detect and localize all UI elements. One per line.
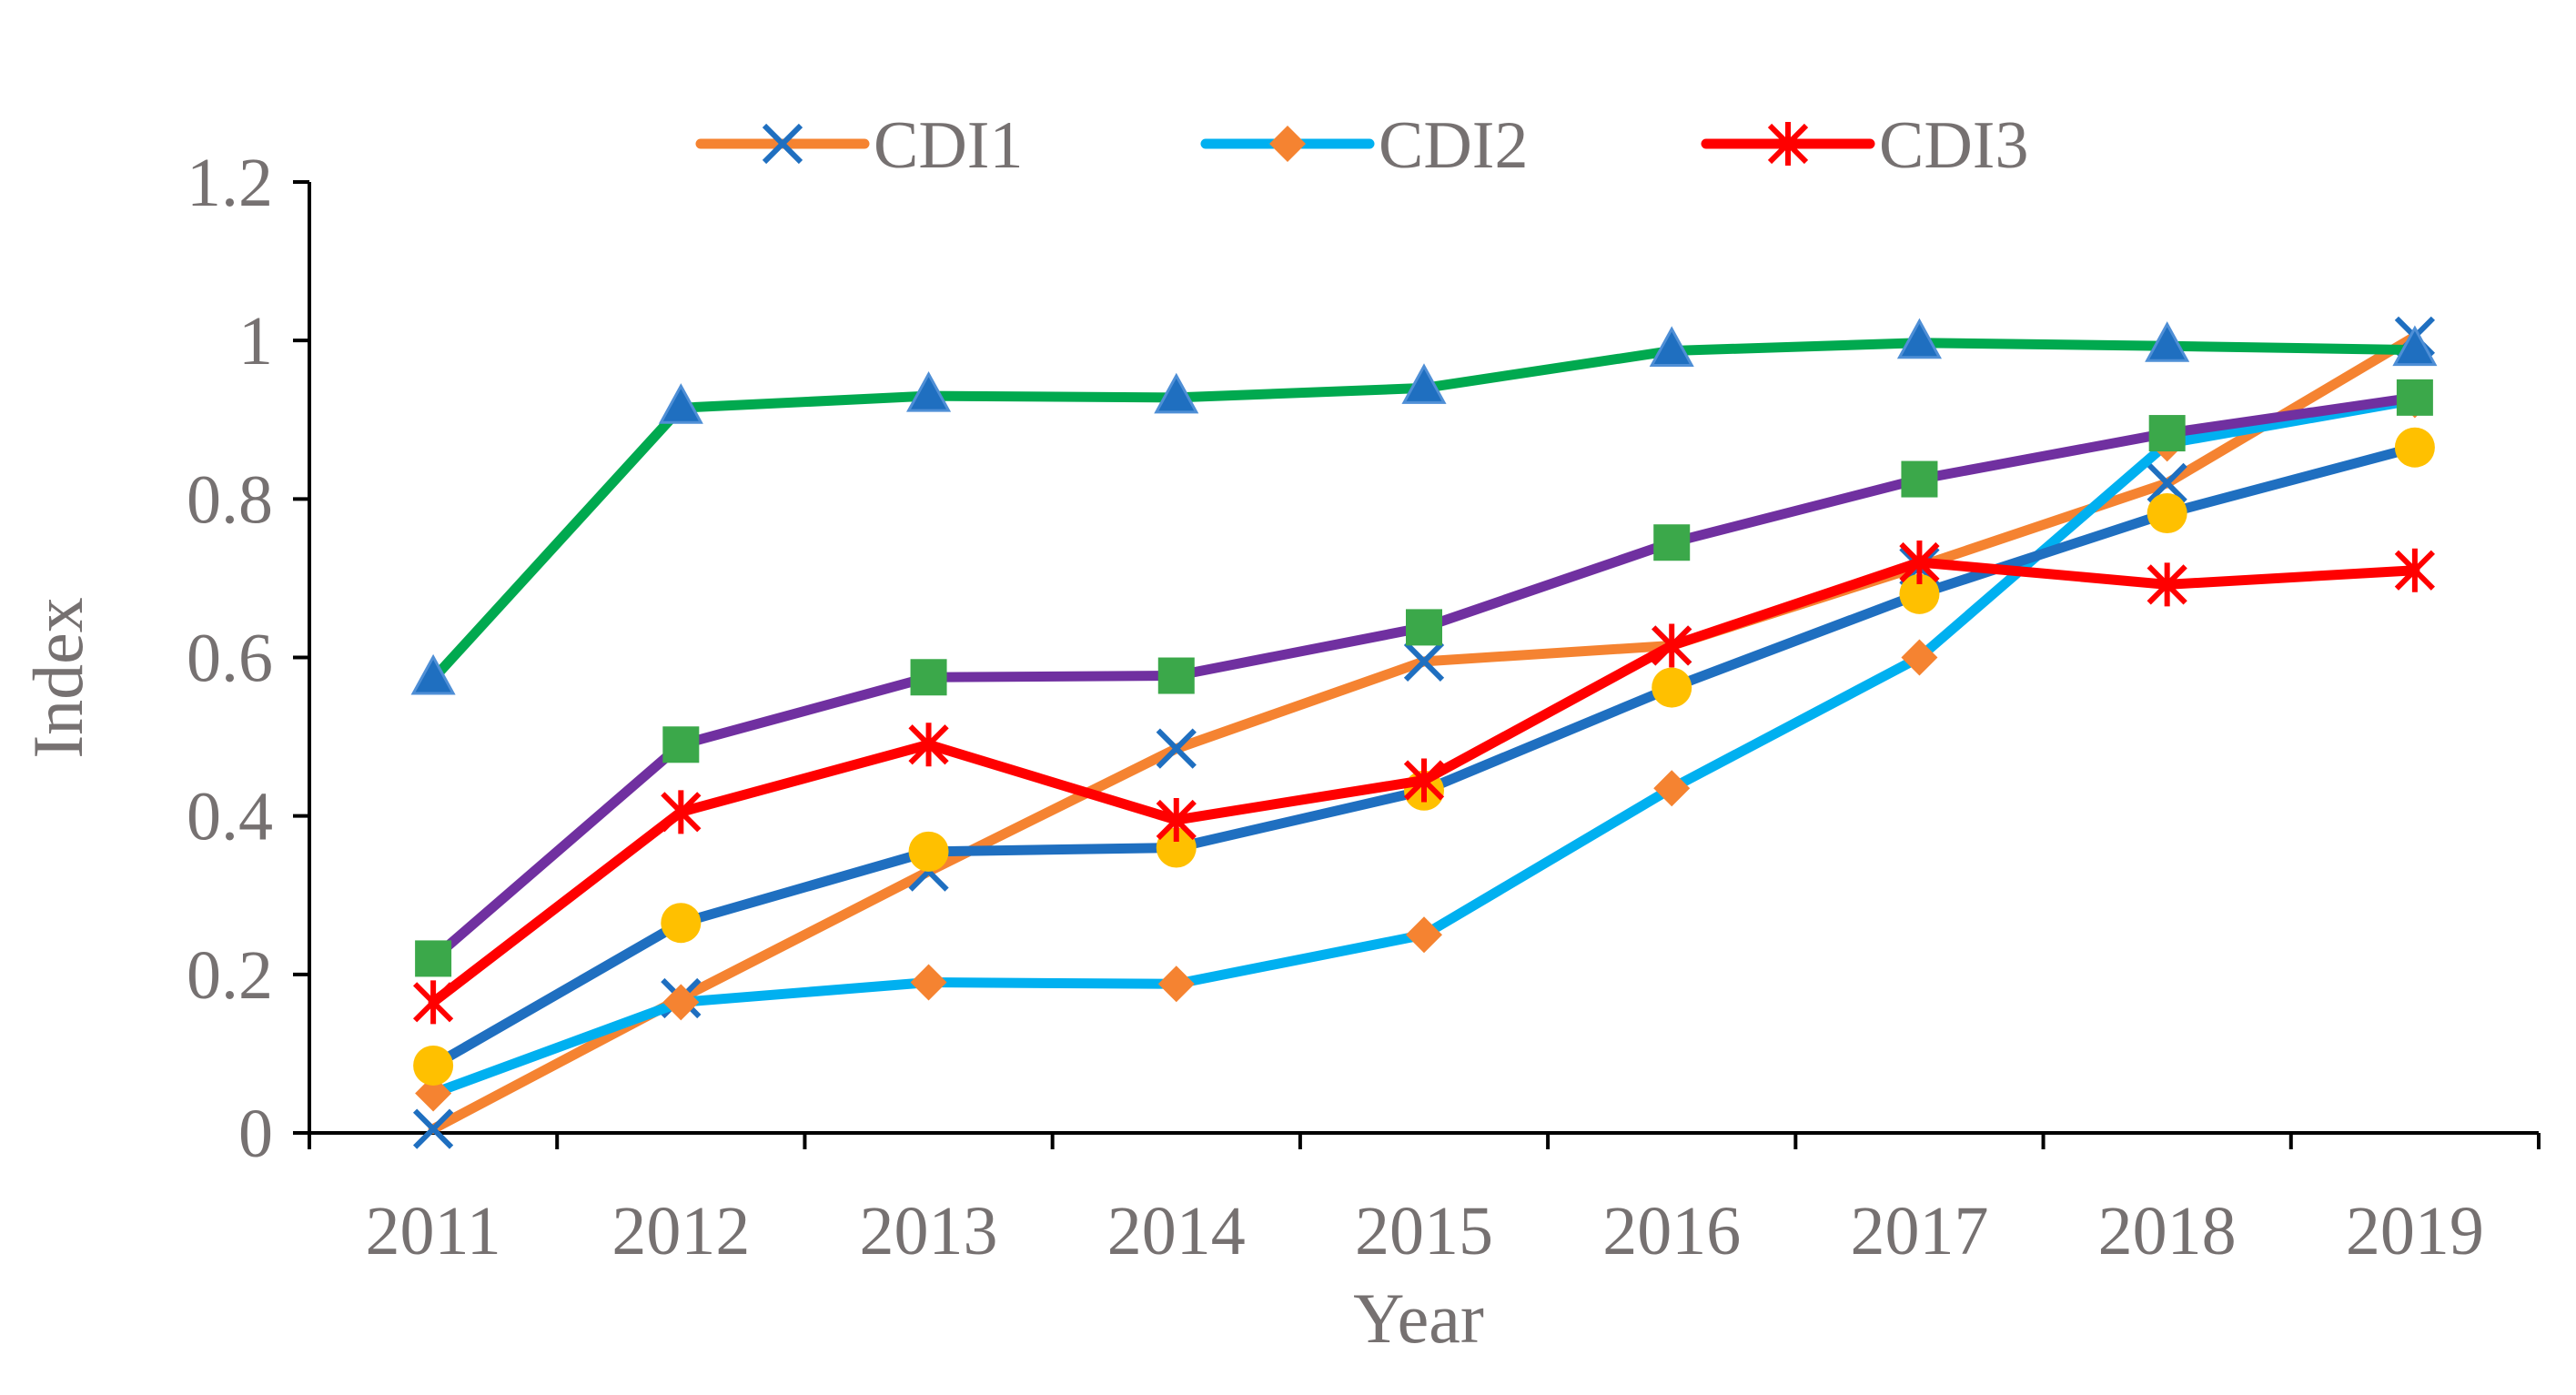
series-4-point [2147, 493, 2187, 534]
series-2-point [415, 1075, 452, 1112]
y-tick-label: 0.4 [187, 779, 273, 855]
series-4-point [1899, 573, 1940, 614]
series-6-point [658, 383, 703, 424]
legend-marker [1269, 126, 1306, 162]
series-6-point [1154, 372, 1199, 414]
series-1-point [1156, 728, 1197, 769]
series-5-point [1157, 657, 1195, 694]
series-4-point [1156, 827, 1197, 868]
legend-marker [1767, 122, 1809, 166]
series-1-point-stroke [1403, 641, 1445, 682]
series-5-point [662, 726, 700, 763]
axes: 0 0.2 0.4 0.6 0.8 1 1.2 2011 2012 2013 2014 2015 201… [187, 145, 2541, 1269]
series-4-point [1652, 667, 1692, 708]
series-6-point [410, 653, 456, 695]
series-3-point [412, 980, 454, 1025]
series-2-point [910, 964, 947, 1001]
x-tick-label: 2013 [860, 1193, 998, 1269]
series-1-point [2147, 462, 2187, 504]
series-1-point [412, 1108, 454, 1149]
legend-label: CDI2 [1379, 108, 1528, 183]
series-2-point [1653, 770, 1691, 807]
series-4-point [661, 903, 702, 944]
legend-label: CDI1 [874, 108, 1023, 183]
series-4-point [2394, 427, 2435, 468]
series-6-point [1896, 318, 1942, 359]
series-group [410, 316, 2438, 1149]
series-1-point [1403, 641, 1445, 682]
legend: CDI1 CDI2 CDI3 [695, 108, 2028, 183]
series-1-point-stroke [412, 1108, 454, 1149]
y-tick-label: 0.8 [187, 461, 273, 538]
series-3-point [2147, 562, 2187, 607]
series-3-point [908, 723, 949, 767]
series-4-point [908, 831, 949, 872]
x-tick-label: 2017 [1850, 1193, 1988, 1269]
y-tick-label: 0 [238, 1096, 273, 1172]
series-5-point [1901, 460, 1938, 498]
series-3-point [1156, 798, 1197, 843]
series-3-point [1403, 758, 1445, 803]
x-tick-label: 2014 [1107, 1193, 1246, 1269]
x-tick-label: 2019 [2346, 1193, 2484, 1269]
x-axis-title: Year [1353, 1279, 1484, 1358]
series-2-point [662, 984, 700, 1021]
series-5-point [2396, 379, 2433, 416]
y-tick-label: 1.2 [187, 145, 273, 221]
series-6-point [1401, 363, 1447, 404]
x-tick-label: 2015 [1355, 1193, 1493, 1269]
series-5-point [2148, 415, 2186, 452]
series-3-point [1899, 541, 1940, 584]
series-4-point [413, 1045, 454, 1086]
series-6-point [2145, 321, 2190, 362]
series-1-point-stroke [2147, 462, 2187, 504]
x-tick-label: 2016 [1602, 1193, 1741, 1269]
series-5-point [415, 940, 452, 977]
y-tick-label: 1 [238, 303, 273, 379]
series-2-point [1157, 965, 1195, 1003]
series-2-point [1901, 639, 1938, 676]
series-3-point [661, 790, 702, 834]
series-6-point [906, 371, 952, 412]
y-axis-title: Index [18, 597, 97, 759]
y-tick-label: 0.6 [187, 621, 273, 697]
series-1-point-stroke [1156, 728, 1197, 769]
series-5-point [1406, 609, 1442, 646]
legend-marker-stroke [762, 123, 803, 165]
x-tick-label: 2012 [611, 1193, 750, 1269]
legend-label: CDI3 [1879, 108, 2028, 183]
series-6-point [1649, 326, 1694, 367]
series-2-point [1406, 916, 1442, 954]
series-6-point [2392, 325, 2438, 367]
x-tick-label: 2018 [2098, 1193, 2237, 1269]
series-3-point [2394, 548, 2436, 592]
y-tick-label: 0.2 [187, 937, 273, 1014]
legend-marker [762, 123, 803, 165]
x-tick-label: 2011 [366, 1193, 501, 1269]
series-5-point [910, 659, 947, 696]
series-3-point [1652, 623, 1692, 668]
series-5-point [1653, 524, 1691, 561]
